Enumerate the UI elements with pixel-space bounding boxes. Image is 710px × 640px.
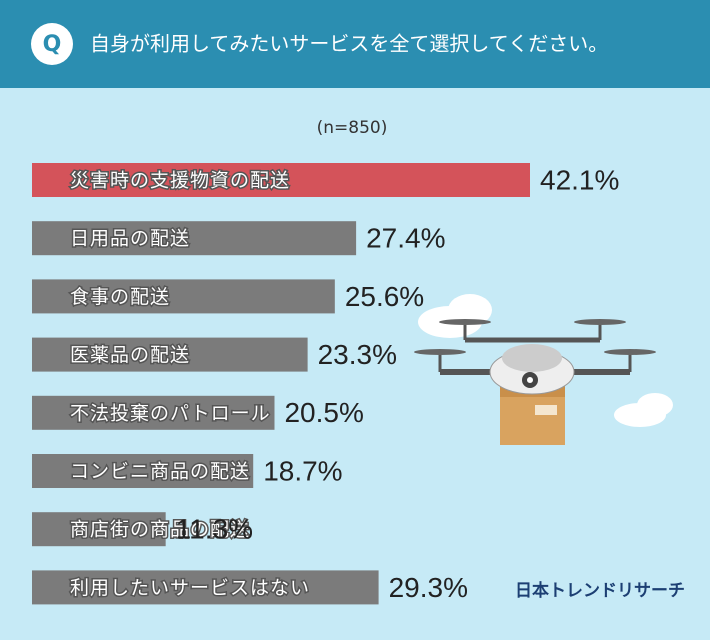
value-label: 18.7% xyxy=(263,455,342,486)
category-label: 日用品の配送 xyxy=(70,228,190,250)
question: 自身が利用してみたいサービスを全て選択してください。 xyxy=(90,32,608,56)
brand: 日本トレンドリサーチ xyxy=(515,580,685,601)
value-label: 27.4% xyxy=(366,223,445,254)
value-label: 23.3% xyxy=(318,339,397,370)
bar xyxy=(32,570,379,605)
q-letter: Q xyxy=(43,32,62,57)
category-label: 利用したいサービスはない xyxy=(70,577,310,599)
bar xyxy=(32,337,308,372)
bar xyxy=(32,512,166,547)
category-label: 食事の配送 xyxy=(70,286,170,308)
bar xyxy=(32,279,335,314)
value-label: 20.5% xyxy=(284,397,363,428)
value-label: 11.3% xyxy=(176,514,253,545)
header-bar xyxy=(0,0,710,88)
bar xyxy=(32,454,254,488)
bar xyxy=(32,221,357,256)
bar xyxy=(32,395,275,430)
category-label: 災害時の支援物資の配送 xyxy=(70,170,290,192)
bar xyxy=(32,163,530,197)
value-label: 29.3% xyxy=(389,572,468,603)
sample-size: (n=850) xyxy=(317,118,388,138)
value-label: 25.6% xyxy=(345,281,424,312)
category-label: コンビニ商品の配送 xyxy=(70,461,250,483)
category-label: 不法投棄のパトロール xyxy=(70,402,271,424)
category-label: 商店街の商品の配送 xyxy=(70,519,250,541)
category-label: 医薬品の配送 xyxy=(70,344,190,366)
value-label: 42.1% xyxy=(540,164,619,195)
q-icon xyxy=(31,23,73,65)
drone-illustration xyxy=(414,294,673,445)
